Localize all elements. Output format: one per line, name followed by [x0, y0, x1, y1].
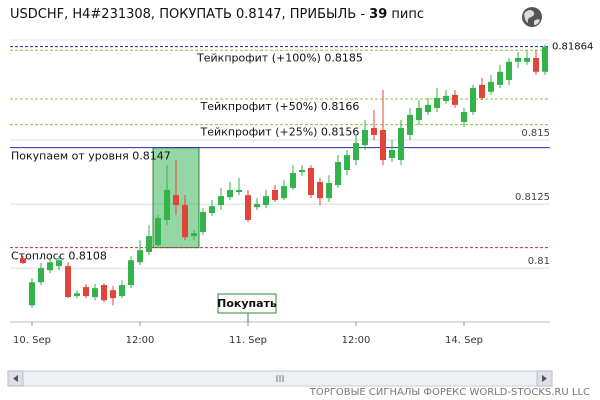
candle-body: [524, 57, 530, 62]
candle-body: [209, 206, 215, 214]
candle-body: [218, 196, 224, 206]
candle-body: [470, 87, 476, 113]
candle-body: [164, 189, 170, 220]
candle-body: [515, 57, 521, 62]
candle-body: [65, 266, 71, 298]
scroll-grip[interactable]: [276, 375, 284, 382]
candle-body: [398, 127, 404, 160]
candle-body: [506, 61, 512, 80]
candle-body: [47, 262, 53, 271]
signal-box[interactable]: [217, 293, 277, 314]
level-label: Покупаем от уровня 0.8147: [11, 150, 171, 163]
footer: ТОРГОВЫЕ СИГНАЛЫ ФОРЕКС WORLD-STOCKS.RU …: [309, 387, 590, 398]
candle-body: [353, 143, 359, 160]
y-tick-label: 0.8125: [515, 192, 550, 203]
candle-body: [434, 97, 440, 108]
candle-body: [461, 112, 467, 123]
candle-body: [110, 290, 116, 299]
chart-title: USDCHF, H4#231308, ПОКУПАТЬ 0.8147, ПРИБ…: [10, 7, 424, 22]
candle-body: [317, 182, 323, 199]
candle-body: [155, 218, 161, 246]
x-tick-label: 12:00: [342, 335, 371, 346]
candle-body: [101, 285, 107, 301]
scrollbar[interactable]: [7, 370, 553, 387]
candle-body: [146, 236, 152, 253]
candle-body: [29, 282, 35, 306]
candle-body: [56, 260, 62, 267]
candle-body: [128, 260, 134, 286]
x-tick-label: 14. Sep: [445, 335, 483, 346]
level-label: Тейкпрофит (+25%) 0.8156: [200, 126, 360, 139]
candle-body: [326, 183, 332, 199]
candle-body: [119, 285, 125, 297]
y-tick-label: 0.81: [528, 256, 550, 267]
candle-body: [137, 250, 143, 263]
signal-marker[interactable]: Покупать: [217, 293, 277, 322]
candle-body: [272, 189, 278, 200]
candle-body: [371, 127, 377, 135]
level-label: Тейкпрофит (+100%) 0.8185: [196, 51, 363, 64]
candle-body: [416, 107, 422, 120]
candle-body: [407, 114, 413, 135]
candle-body: [254, 204, 260, 208]
candle-body: [533, 57, 539, 72]
globe-icon[interactable]: [522, 7, 542, 27]
candle-body: [74, 293, 80, 297]
candle-body: [299, 169, 305, 173]
candle-body: [425, 104, 431, 113]
level-label: Тейкпрофит (+50%) 0.8166: [200, 100, 360, 113]
arrow-left: [13, 375, 18, 382]
profit-value: 39: [369, 7, 387, 22]
candle-body: [227, 189, 233, 198]
candle-body: [335, 162, 341, 186]
candle-body: [488, 81, 494, 92]
candle-body: [92, 288, 98, 298]
candle-body: [182, 205, 188, 238]
title-text: USDCHF, H4#231308, ПОКУПАТЬ 0.8147, ПРИБ…: [10, 7, 369, 22]
candle-body: [281, 186, 287, 199]
candle-body: [236, 189, 242, 193]
plot-area: 0.81 0.8125 0.815 Тейкпрофит (+100%) 0.8185…: [10, 42, 593, 346]
globe-land[interactable]: [524, 10, 540, 25]
profit-unit: пипс: [387, 7, 424, 22]
candle-body: [344, 155, 350, 170]
candle-body: [443, 95, 449, 102]
candle-body: [173, 195, 179, 206]
current-price-label: 0.81864: [552, 42, 593, 53]
candle-body: [362, 129, 368, 146]
candle-body: [389, 149, 395, 158]
y-tick-label: 0.815: [521, 128, 550, 139]
signal-label[interactable]: Покупать: [217, 297, 277, 310]
candle-body: [497, 71, 503, 85]
candle-body: [479, 84, 485, 98]
candle-body: [263, 196, 269, 206]
candle-body: [20, 258, 26, 264]
candle-body: [452, 94, 458, 105]
candle-body: [191, 233, 197, 237]
x-tick-label: 11. Sep: [229, 335, 267, 346]
candle-body: [83, 287, 89, 297]
candle-body: [380, 129, 386, 160]
candle-body: [308, 167, 314, 196]
candle-body: [200, 212, 206, 233]
x-tick-label: 12:00: [126, 335, 155, 346]
candle-body: [245, 195, 251, 220]
x-tick-label: 10. Sep: [13, 335, 51, 346]
candle-body: [38, 268, 44, 283]
arrow-right: [542, 375, 547, 382]
candle-body: [542, 46, 548, 72]
candle-body: [290, 173, 296, 188]
